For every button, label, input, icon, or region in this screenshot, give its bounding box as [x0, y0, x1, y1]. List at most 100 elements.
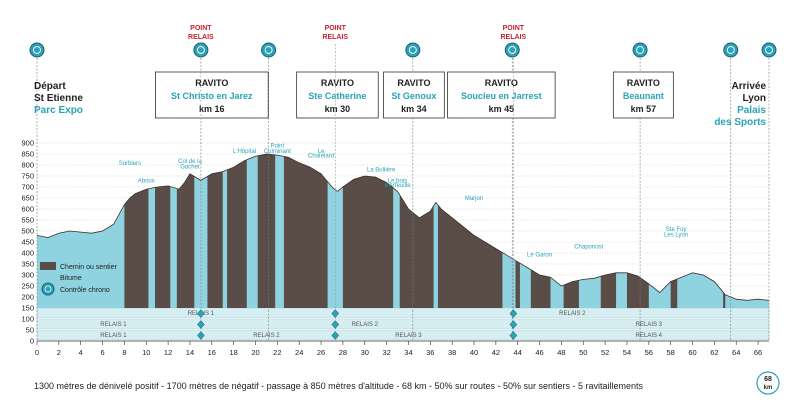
relais-band-label: RELAIS 2 [352, 322, 379, 328]
x-tick-label: 16 [208, 348, 216, 357]
relais-diamond [197, 320, 205, 329]
place-label: d'Arfeuille [384, 183, 411, 189]
chrono-icon [761, 42, 777, 58]
place-label: Les Lyon [664, 233, 688, 239]
relais-diamond [509, 331, 518, 340]
x-tick-label: 20 [251, 348, 259, 357]
x-tick-label: 10 [142, 348, 150, 357]
x-tick-label: 46 [535, 348, 543, 357]
relais-diamond [197, 309, 205, 318]
x-tick-label: 62 [710, 348, 718, 357]
legend-bitume-label: Bitume [60, 275, 82, 282]
y-axis: 0 50 100 150 200 250 300 350 400 450 500 550 600 650 7… [21, 139, 34, 346]
ravito-km: km 34 [401, 104, 427, 114]
x-tick-label: 28 [339, 348, 347, 357]
place-label: Culminant [264, 149, 291, 155]
place-label: Le bois [388, 179, 407, 185]
y-tick-label: 300 [21, 271, 34, 280]
bitume-segment [275, 154, 284, 308]
chrono-icon [405, 42, 421, 58]
place-label: Sorbiers [119, 161, 141, 167]
x-tick-label: 26 [317, 348, 325, 357]
bitume-segment [616, 154, 627, 308]
relais-point-bottom: RELAIS [501, 34, 527, 41]
bitume-segment [648, 154, 671, 308]
distance-badge-unit: km [764, 385, 773, 391]
ravito-title: RAVITO [627, 78, 660, 88]
x-tick-label: 40 [470, 348, 478, 357]
finish-line3: Palais [737, 105, 766, 116]
place-label: Chatelard [308, 153, 334, 159]
y-tick-label: 0 [30, 337, 34, 346]
x-tick-label: 66 [754, 348, 762, 357]
relais-diamond [509, 309, 518, 318]
y-tick-label: 350 [21, 260, 34, 269]
x-tick-label: 48 [557, 348, 565, 357]
y-tick-label: 700 [21, 183, 34, 192]
relais-band-label: RELAIS 2 [559, 311, 586, 317]
ravito-km: km 30 [325, 104, 351, 114]
ravito-box: RAVITO St Genoux km 34 [383, 71, 445, 119]
terrain-outline [36, 153, 770, 301]
relais-bands: RELAIS 1 RELAIS 2 RELAIS 1 RELAIS 2 RELAIS 3… [36, 307, 770, 340]
bitume-segment [519, 154, 531, 308]
x-tick-label: 58 [666, 348, 674, 357]
place-label: Col de la [178, 159, 202, 165]
y-tick-label: 900 [21, 139, 34, 148]
legend-chrono-icon [41, 282, 55, 296]
relais-band-label: RELAIS 1 [100, 333, 127, 339]
x-tick-label: 2 [57, 348, 61, 357]
x-tick-label: 6 [100, 348, 104, 357]
ravito-km: km 16 [199, 104, 225, 114]
finish-line1: Arrivée [732, 81, 767, 92]
y-tick-label: 850 [21, 150, 34, 159]
x-tick-label: 52 [601, 348, 609, 357]
relais-point-bottom: RELAIS [188, 34, 214, 41]
bitume-segment [222, 154, 228, 308]
x-tick-label: 22 [273, 348, 281, 357]
ravito-title: RAVITO [397, 78, 430, 88]
x-tick-label: 0 [35, 348, 39, 357]
relais-band-label: RELAIS 1 [100, 322, 127, 328]
finish-line4: des Sports [714, 117, 766, 128]
distance-badge: 68 km [756, 371, 780, 395]
x-tick-label: 54 [623, 348, 631, 357]
relais-band-label: RELAIS 4 [636, 333, 663, 339]
relais-band-label: RELAIS 3 [395, 333, 422, 339]
y-tick-label: 400 [21, 249, 34, 258]
chrono-icon [193, 42, 209, 58]
x-tick-label: 30 [361, 348, 369, 357]
ravito-place: Soucieu en Jarrest [461, 91, 542, 101]
ravito-box: RAVITO Beaunant km 57 [612, 71, 674, 119]
relais-points: POINT RELAIS POINT RELAIS POINT RELAIS [188, 25, 527, 341]
ravito-place: Ste Catherine [308, 91, 366, 101]
chrono-markers [29, 42, 777, 58]
x-tick-label: 60 [688, 348, 696, 357]
finish-line2: Lyon [742, 93, 766, 104]
relais-band-label: RELAIS 3 [636, 322, 663, 328]
ravito-box: RAVITO Ste Catherine km 30 [296, 71, 379, 119]
finish-label: Arrivée Lyon Palais des Sports [714, 81, 766, 128]
bitume-segment [148, 154, 155, 308]
legend-chrono-label: Contrôle chrono [60, 287, 110, 294]
x-tick-label: 64 [732, 348, 740, 357]
x-tick-label: 38 [448, 348, 456, 357]
ravito-box: RAVITO St Christo en Jarez km 16 [155, 71, 269, 119]
legend-chemin-label: Chemin ou sentier [60, 264, 117, 271]
start-line3: Parc Expo [34, 105, 83, 116]
bitume-segment [550, 154, 564, 308]
place-label: Aboux [138, 179, 155, 185]
y-tick-label: 650 [21, 194, 34, 203]
relais-point-bottom: RELAIS [322, 34, 348, 41]
place-label: Marjon [465, 196, 483, 202]
x-tick-label: 4 [79, 348, 83, 357]
bitume-segment [246, 154, 258, 308]
y-tick-label: 450 [21, 238, 34, 247]
x-tick-label: 36 [426, 348, 434, 357]
chrono-icon [29, 42, 45, 58]
ravito-title: RAVITO [195, 78, 228, 88]
y-tick-label: 750 [21, 172, 34, 181]
place-label: Chaponost [574, 245, 603, 251]
relais-band-label: RELAIS 2 [253, 333, 280, 339]
